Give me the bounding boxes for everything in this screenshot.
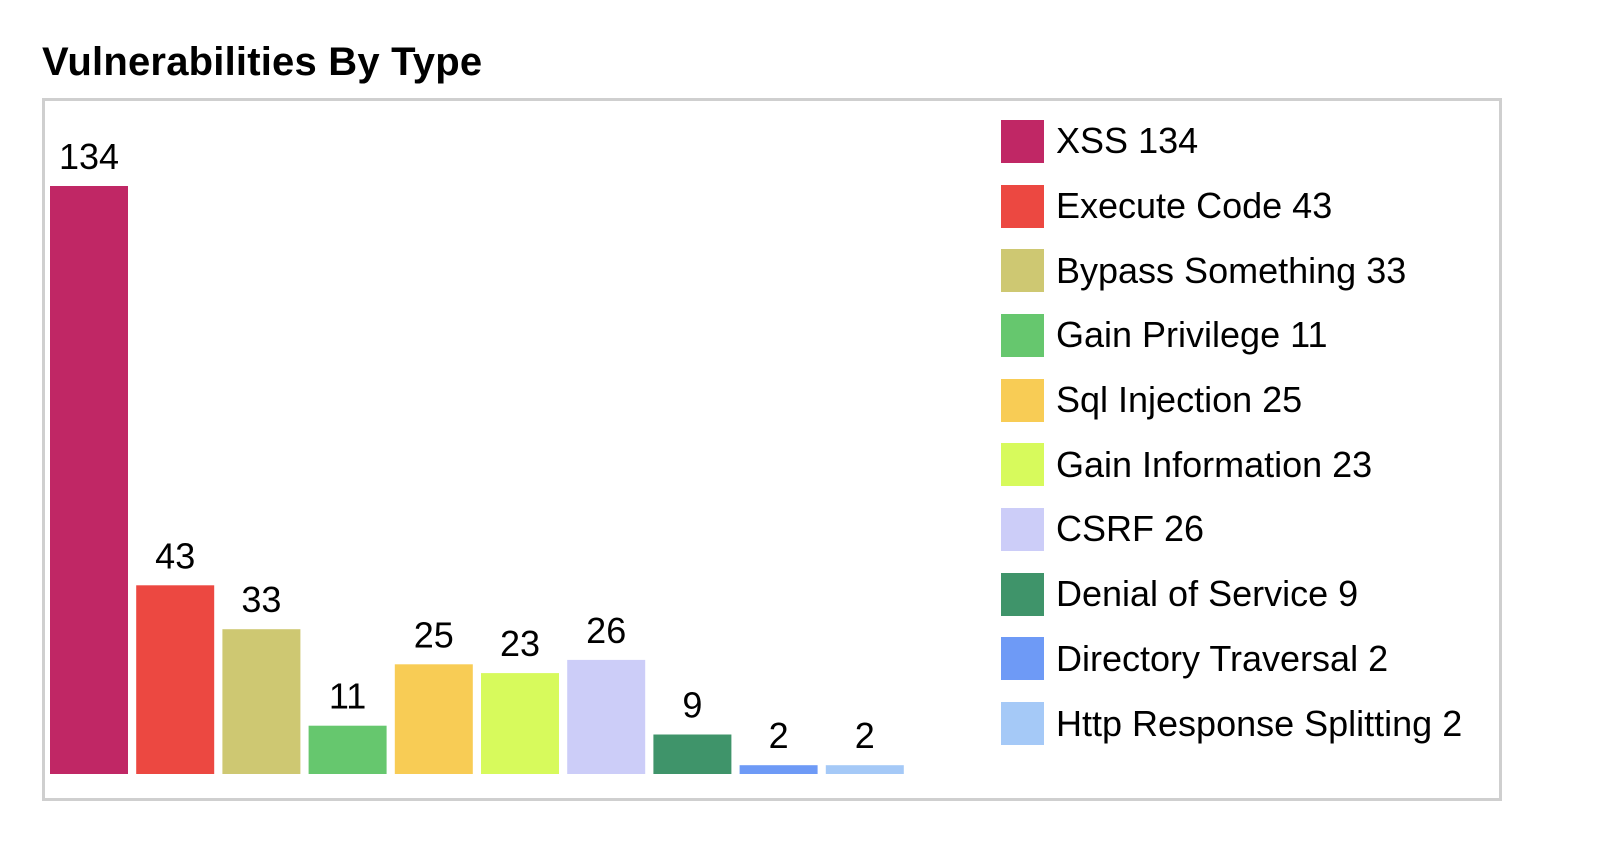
bar-execute-code[interactable] — [136, 585, 215, 774]
legend-label: XSS 134 — [1056, 121, 1198, 161]
legend-label: CSRF 26 — [1056, 509, 1204, 549]
legend-swatch — [1001, 443, 1044, 487]
bar-xss[interactable] — [50, 186, 128, 774]
legend-swatch — [1001, 184, 1044, 228]
legend-item-directory-traversal[interactable]: Directory Traversal 2 — [1001, 627, 1501, 692]
legend-category-name: CSRF — [1056, 508, 1154, 550]
legend-item-http-response-splitting[interactable]: Http Response Splitting 2 — [1001, 691, 1501, 756]
bar-value-label-xss: 134 — [59, 136, 119, 177]
legend-category-value: 43 — [1292, 185, 1333, 227]
bar-bypass-something[interactable] — [222, 629, 301, 774]
legend-swatch — [1001, 313, 1044, 357]
bar-http-response-splitting[interactable] — [825, 765, 904, 774]
legend-swatch — [1001, 637, 1044, 681]
bar-value-label-denial-of-service: 9 — [682, 685, 702, 726]
legend-swatch — [1001, 119, 1044, 163]
bar-gain-information[interactable] — [481, 673, 559, 774]
legend-category-value: 23 — [1332, 443, 1373, 485]
bar-value-label-bypass-something: 33 — [241, 579, 281, 620]
legend-label: Denial of Service 9 — [1056, 574, 1358, 614]
legend-label: Gain Privilege 11 — [1056, 315, 1328, 355]
legend-label: Execute Code 43 — [1056, 186, 1332, 226]
bar-plot: 134 43 33 11 25 23 26 9 2 2 — [50, 136, 904, 775]
legend-label: Sql Injection 25 — [1056, 380, 1302, 420]
legend-item-gain-information[interactable]: Gain Information 23 — [1001, 432, 1501, 497]
legend-category-name: Denial of Service — [1056, 573, 1329, 615]
legend-label: Bypass Something 33 — [1056, 249, 1407, 291]
legend-swatch — [1001, 507, 1044, 551]
bar-denial-of-service[interactable] — [653, 734, 732, 775]
legend-category-value: 2 — [1442, 702, 1463, 744]
legend-category-name: XSS — [1056, 120, 1129, 162]
legend-category-name: Execute Code — [1056, 185, 1283, 227]
bar-gain-privilege[interactable] — [308, 725, 387, 774]
legend-label: Directory Traversal 2 — [1056, 637, 1389, 679]
legend-item-gain-privilege[interactable]: Gain Privilege 11 — [1001, 303, 1501, 368]
legend-item-execute-code[interactable]: Execute Code 43 — [1001, 174, 1501, 239]
legend-swatch — [1001, 572, 1044, 616]
bar-value-label-http-response-splitting: 2 — [855, 715, 875, 756]
legend-category-value: 11 — [1290, 314, 1328, 356]
bar-value-label-gain-information: 23 — [500, 623, 540, 664]
legend-label: Http Response Splitting 2 — [1056, 702, 1463, 744]
legend-category-name: Http Response Splitting — [1056, 702, 1433, 744]
legend-category-name: Directory Traversal — [1056, 637, 1359, 679]
legend-category-name: Sql Injection — [1056, 379, 1253, 421]
chart-title: Vulnerabilities By Type — [42, 40, 483, 84]
legend-item-sql-injection[interactable]: Sql Injection 25 — [1001, 368, 1501, 433]
bar-value-label-directory-traversal: 2 — [769, 715, 789, 756]
legend-item-xss[interactable]: XSS 134 — [1001, 109, 1501, 174]
bar-value-label-gain-privilege: 11 — [329, 676, 366, 717]
legend-swatch — [1001, 378, 1044, 422]
chart-legend: XSS 134 Execute Code 43 Bypass Something 33 Ga… — [1001, 109, 1501, 756]
bar-value-label-execute-code: 43 — [155, 535, 195, 576]
legend-swatch — [1001, 702, 1044, 746]
legend-category-name: Gain Information — [1056, 443, 1323, 485]
legend-item-csrf[interactable]: CSRF 26 — [1001, 497, 1501, 562]
legend-label: Gain Information 23 — [1056, 443, 1373, 485]
legend-item-denial-of-service[interactable]: Denial of Service 9 — [1001, 562, 1501, 627]
bar-directory-traversal[interactable] — [739, 765, 818, 774]
legend-category-value: 9 — [1338, 573, 1359, 615]
bar-value-label-csrf: 26 — [586, 610, 626, 651]
legend-category-value: 33 — [1366, 249, 1407, 291]
legend-category-value: 26 — [1164, 508, 1205, 550]
legend-category-name: Bypass Something — [1056, 249, 1357, 291]
chart-frame: 134 43 33 11 25 23 26 9 2 2 XSS 134 Execute Code 43 B… — [42, 98, 1502, 801]
legend-category-value: 134 — [1138, 120, 1199, 162]
legend-swatch — [1001, 249, 1044, 293]
bar-csrf[interactable] — [567, 659, 646, 774]
legend-item-bypass-something[interactable]: Bypass Something 33 — [1001, 238, 1501, 303]
legend-category-name: Gain Privilege — [1056, 314, 1281, 356]
legend-category-value: 25 — [1262, 379, 1303, 421]
legend-category-value: 2 — [1368, 637, 1389, 679]
bar-sql-injection[interactable] — [394, 664, 473, 774]
bar-value-label-sql-injection: 25 — [414, 614, 454, 655]
